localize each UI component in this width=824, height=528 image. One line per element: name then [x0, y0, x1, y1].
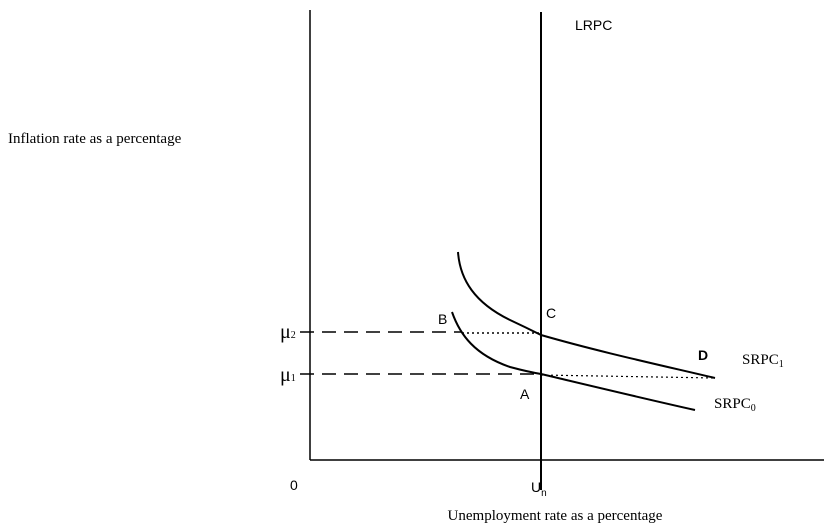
mu1-dot	[540, 374, 716, 379]
natural-rate-label: Un	[531, 479, 547, 499]
point-b: B	[438, 311, 447, 327]
y-axis-label: Inflation rate as a percentage	[8, 131, 182, 147]
point-d: D	[698, 347, 708, 363]
mu1-label: μ1	[280, 364, 296, 386]
x-axis-label: Unemployment rate as a percentage	[448, 508, 663, 524]
mu2-label: μ2	[280, 321, 296, 343]
srpc0-curve	[451, 311, 696, 411]
srpc1-curve	[457, 251, 716, 379]
srpc1-label: SRPC1	[742, 352, 784, 370]
origin-label: 0	[290, 477, 298, 493]
srpc0-label: SRPC0	[714, 396, 756, 414]
lrpc-label: LRPC	[575, 17, 612, 33]
point-c: C	[546, 305, 556, 321]
point-a: A	[520, 386, 530, 402]
